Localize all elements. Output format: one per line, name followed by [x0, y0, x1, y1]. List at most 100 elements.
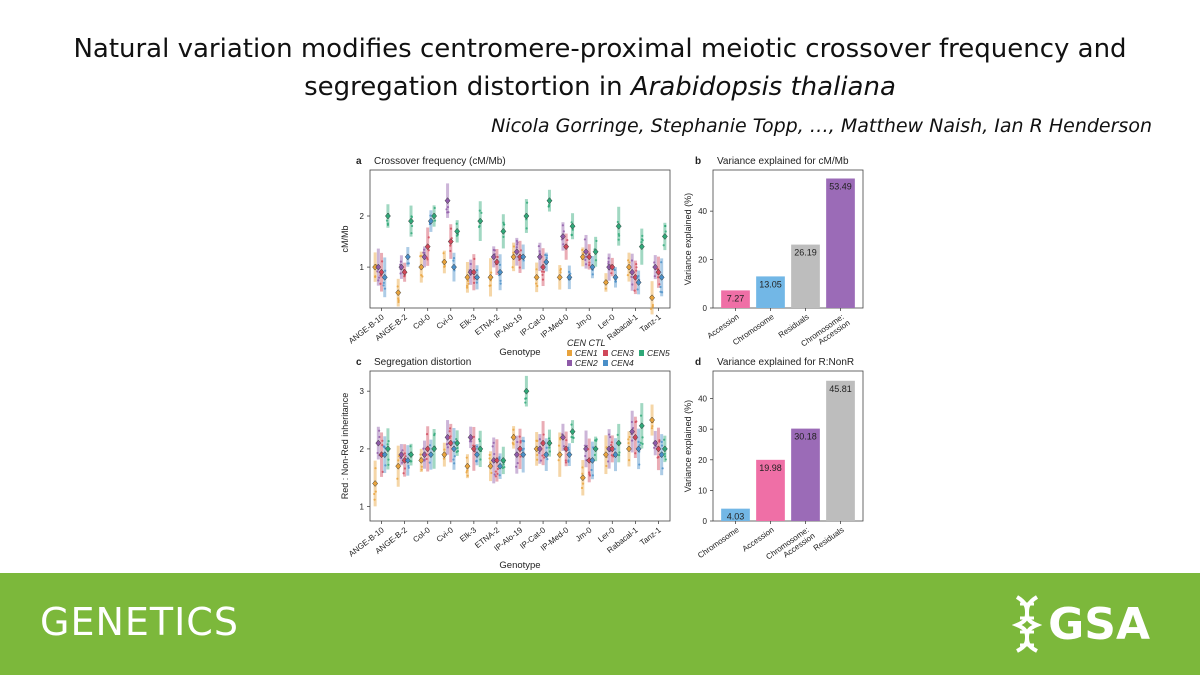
mean-point-CEN5 — [638, 243, 645, 251]
panel-letter-a: a — [356, 156, 362, 167]
replicate-point-CEN2 — [376, 451, 379, 455]
mean-point-CEN5 — [500, 227, 507, 235]
x-tick-label-a: Tanz-1 — [638, 312, 663, 334]
mean-point-CEN4 — [474, 451, 480, 459]
mean-point-CEN5 — [408, 217, 414, 225]
replicate-point-CEN3 — [494, 470, 497, 473]
mean-point-CEN1 — [649, 416, 655, 424]
replicate-point-CEN3 — [519, 249, 523, 252]
replicate-point-CEN5 — [455, 222, 458, 225]
replicate-point-CEN5 — [616, 220, 619, 224]
replicate-point-CEN5 — [409, 460, 412, 463]
mean-point-CEN5 — [385, 212, 391, 220]
mean-point-CEN3 — [563, 243, 570, 251]
replicate-point-CEN5 — [525, 227, 528, 230]
replicate-point-CEN3 — [518, 266, 521, 269]
bar-b — [721, 290, 750, 308]
replicate-point-CEN2 — [653, 261, 656, 264]
replicate-point-CEN4 — [453, 462, 456, 465]
replicate-point-CEN2 — [516, 440, 519, 444]
replicate-point-CEN1 — [397, 299, 400, 302]
replicate-point-CEN4 — [545, 446, 548, 449]
replicate-point-CEN5 — [617, 238, 620, 241]
replicate-point-CEN2 — [516, 243, 519, 246]
replicate-point-CEN3 — [449, 435, 452, 438]
replicate-point-CEN2 — [562, 230, 565, 233]
replicate-point-CEN5 — [455, 437, 458, 441]
replicate-point-CEN5 — [617, 234, 621, 237]
y-axis-label-d: Variance explained (%) — [683, 400, 693, 492]
bar-d — [756, 459, 785, 521]
legend-swatch-CEN2 — [567, 360, 572, 366]
replicate-point-CEN1 — [374, 275, 377, 279]
replicate-point-CEN4 — [590, 468, 593, 472]
replicate-point-CEN1 — [397, 300, 400, 304]
replicate-point-CEN2 — [538, 438, 542, 441]
mean-point-CEN3 — [447, 439, 454, 447]
replicate-point-CEN2 — [401, 449, 404, 452]
replicate-point-CEN1 — [467, 282, 470, 285]
replicate-point-CEN4 — [476, 445, 479, 448]
replicate-point-CEN3 — [496, 472, 499, 475]
replicate-point-CEN4 — [521, 449, 524, 452]
replicate-point-CEN2 — [539, 459, 543, 462]
mean-point-CEN1 — [649, 294, 655, 302]
replicate-point-CEN3 — [542, 433, 545, 436]
mean-point-CEN4 — [404, 457, 411, 464]
mean-point-CEN1 — [418, 457, 425, 464]
replicate-point-CEN2 — [493, 452, 496, 456]
title-species: Arabidopsis thaliana — [630, 72, 896, 102]
replicate-point-CEN2 — [584, 258, 587, 261]
replicate-point-CEN3 — [658, 283, 661, 286]
bar-value-label-d: 19.98 — [759, 463, 782, 473]
replicate-point-CEN2 — [606, 460, 610, 463]
replicate-point-CEN1 — [626, 259, 630, 262]
mean-point-CEN5 — [638, 422, 645, 430]
replicate-point-CEN2 — [493, 473, 496, 476]
replicate-point-CEN2 — [516, 241, 519, 244]
replicate-point-CEN2 — [376, 270, 379, 273]
mean-point-CEN4 — [427, 451, 434, 459]
replicate-point-CEN4 — [406, 262, 409, 265]
replicate-point-CEN4 — [638, 443, 641, 447]
replicate-point-CEN3 — [380, 260, 384, 263]
mean-point-CEN2 — [583, 248, 589, 256]
mean-point-CEN3 — [632, 273, 639, 281]
replicate-point-CEN1 — [627, 438, 630, 441]
mean-point-CEN3 — [424, 445, 431, 453]
replicate-point-CEN2 — [399, 272, 402, 275]
bar-b — [826, 178, 855, 308]
mean-point-CEN3 — [424, 243, 431, 251]
replicate-point-CEN4 — [544, 253, 547, 257]
replicate-point-CEN5 — [501, 466, 504, 470]
replicate-point-CEN4 — [661, 467, 664, 470]
mean-point-CEN2 — [560, 433, 566, 441]
replicate-point-CEN4 — [614, 280, 617, 283]
mean-point-CEN4 — [566, 273, 573, 281]
replicate-point-CEN2 — [562, 243, 565, 246]
replicate-point-CEN1 — [466, 469, 469, 472]
replicate-point-CEN5 — [524, 401, 527, 404]
replicate-point-CEN2 — [584, 454, 587, 458]
replicate-point-CEN3 — [610, 454, 613, 457]
replicate-point-CEN1 — [512, 251, 515, 254]
x-tick-label-a: Jm-0 — [574, 312, 594, 330]
replicate-point-CEN1 — [581, 466, 584, 469]
replicate-point-CEN5 — [410, 215, 414, 219]
replicate-point-CEN5 — [455, 450, 458, 454]
replicate-point-CEN5 — [478, 438, 481, 441]
bar-value-label-b: 53.49 — [829, 181, 852, 191]
replicate-point-CEN2 — [422, 447, 425, 450]
legend-swatch-CEN5 — [639, 350, 644, 356]
replicate-point-CEN2 — [378, 429, 381, 432]
replicate-point-CEN4 — [637, 274, 640, 278]
x-tick-label-c: Cvi-0 — [435, 525, 456, 544]
replicate-point-CEN1 — [488, 453, 491, 457]
replicate-point-CEN2 — [469, 262, 472, 266]
replicate-point-CEN1 — [466, 474, 469, 477]
replicate-point-CEN3 — [564, 459, 567, 462]
replicate-point-CEN5 — [663, 438, 666, 441]
replicate-point-CEN4 — [453, 440, 456, 444]
mean-point-CEN2 — [490, 253, 497, 261]
y-tick-label-d: 20 — [698, 456, 707, 465]
